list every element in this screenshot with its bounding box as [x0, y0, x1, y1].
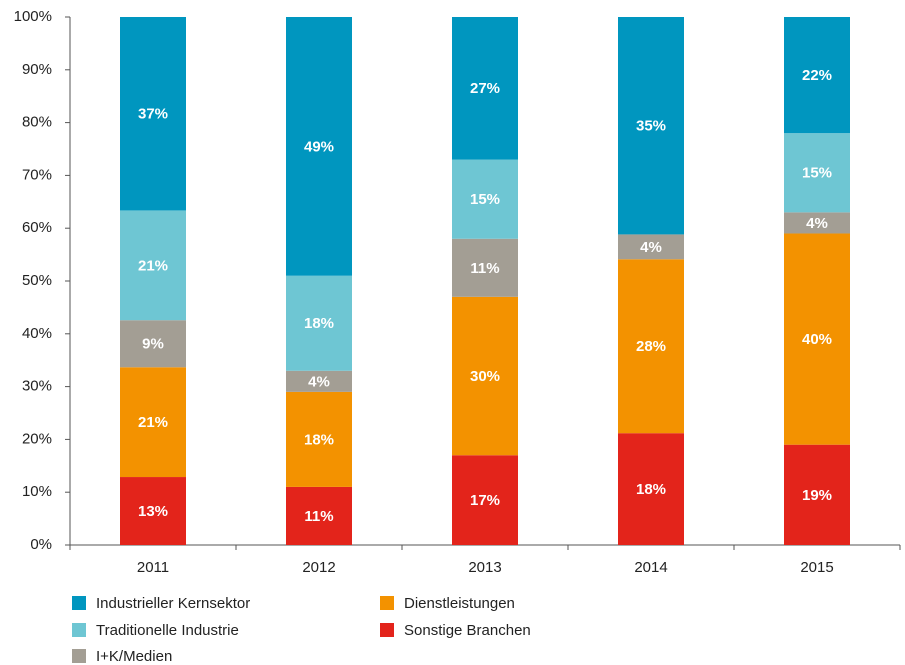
bar-segment: [452, 296, 518, 456]
value-label: 30%: [470, 368, 500, 385]
bar-segment: [120, 17, 186, 211]
value-label: 19%: [802, 487, 832, 504]
value-label: 21%: [138, 414, 168, 431]
value-label: 18%: [304, 315, 334, 332]
bar-segment: [120, 210, 186, 321]
legend-swatch: [380, 596, 394, 610]
bar-segment: [452, 17, 518, 160]
y-tick-label: 80%: [22, 114, 52, 131]
y-tick-label: 0%: [30, 536, 52, 553]
value-label: 40%: [802, 331, 832, 348]
x-tick-label: 2013: [468, 559, 501, 576]
y-tick-label: 10%: [22, 483, 52, 500]
bar-segment: [784, 212, 850, 234]
legend-swatch: [72, 623, 86, 637]
bar-segment: [452, 159, 518, 239]
legend-swatch: [72, 649, 86, 663]
x-tick-label: 2012: [302, 559, 335, 576]
bar-segment: [784, 444, 850, 545]
value-label: 15%: [470, 191, 500, 208]
value-label: 4%: [806, 215, 828, 232]
value-label: 49%: [304, 138, 334, 155]
bar-segment: [618, 433, 684, 545]
bar-segment: [618, 234, 684, 260]
value-label: 18%: [636, 481, 666, 498]
x-tick-label: 2014: [634, 559, 667, 576]
value-label: 4%: [308, 373, 330, 390]
bar-segment: [286, 486, 352, 545]
legend-swatch: [380, 623, 394, 637]
y-tick-label: 90%: [22, 61, 52, 78]
legend-label: I+K/Medien: [96, 648, 172, 665]
legend-swatch: [72, 596, 86, 610]
bar-segment: [618, 259, 684, 434]
bar-segment: [452, 238, 518, 297]
value-label: 15%: [802, 165, 832, 182]
bar-segment: [120, 320, 186, 368]
value-label: 21%: [138, 257, 168, 274]
value-label: 9%: [142, 336, 164, 353]
bar-segment: [784, 233, 850, 445]
x-tick-label: 2011: [137, 559, 169, 576]
value-label: 22%: [802, 67, 832, 84]
value-label: 35%: [636, 118, 666, 135]
bar-segment: [120, 477, 186, 545]
bar-segment: [784, 133, 850, 213]
bar-segment: [452, 455, 518, 545]
bar-segment: [120, 367, 186, 478]
value-label: 11%: [470, 260, 499, 277]
y-tick-label: 100%: [14, 8, 52, 25]
bar-segment: [286, 17, 352, 276]
y-tick-label: 30%: [22, 378, 52, 395]
y-tick-label: 20%: [22, 430, 52, 447]
legend-label: Traditionelle Industrie: [96, 622, 239, 639]
y-tick-label: 40%: [22, 325, 52, 342]
value-label: 28%: [636, 338, 666, 355]
legend-label: Dienstleistungen: [404, 595, 515, 612]
bar-segment: [286, 275, 352, 371]
value-label: 27%: [470, 80, 500, 97]
legend-label: Industrieller Kernsektor: [96, 595, 250, 612]
x-tick-label: 2015: [800, 559, 833, 576]
y-tick-label: 50%: [22, 272, 52, 289]
value-label: 4%: [640, 239, 662, 256]
y-tick-label: 70%: [22, 166, 52, 183]
value-label: 37%: [138, 106, 168, 123]
bar-segment: [286, 370, 352, 392]
value-label: 17%: [470, 492, 500, 509]
y-tick-label: 60%: [22, 219, 52, 236]
bar-segment: [286, 391, 352, 487]
bar-segment: [784, 17, 850, 134]
bar-segment: [618, 17, 684, 235]
legend-label: Sonstige Branchen: [404, 622, 531, 639]
value-label: 13%: [138, 503, 168, 520]
value-label: 11%: [304, 508, 333, 525]
value-label: 18%: [304, 431, 334, 448]
